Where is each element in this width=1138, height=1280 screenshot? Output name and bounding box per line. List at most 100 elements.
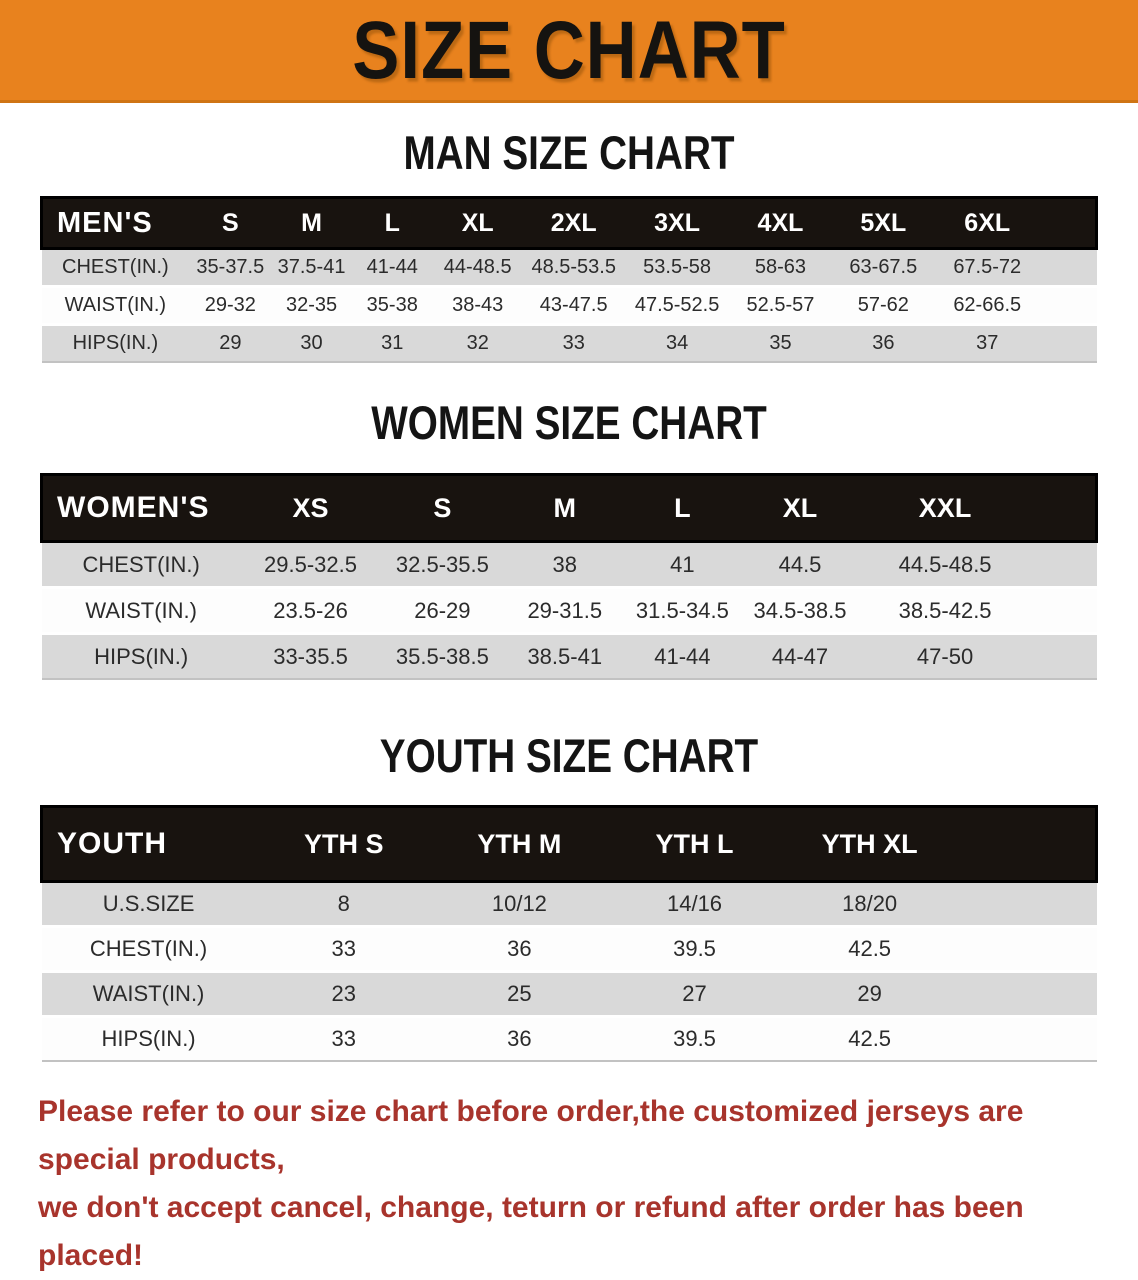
spacer-cell — [957, 880, 1097, 927]
cell: 44-47 — [739, 632, 861, 679]
cell: 18/20 — [782, 880, 958, 927]
men-col-header: 5XL — [831, 196, 936, 250]
youth-section-title: YOUTH SIZE CHART — [379, 728, 759, 783]
men-col-header: S — [189, 196, 272, 250]
cell: 25 — [431, 970, 607, 1017]
cell: 29.5-32.5 — [240, 540, 381, 588]
cell: 48.5-53.5 — [522, 247, 625, 287]
cell: 41-44 — [624, 632, 740, 679]
cell: 33 — [522, 323, 625, 362]
youth-col-header: YTH S — [255, 805, 432, 883]
cell: 38 — [504, 540, 625, 588]
men-col-header: 3XL — [624, 196, 730, 250]
cell: 8 — [255, 880, 432, 927]
table-row: CHEST(IN.) 33 36 39.5 42.5 — [41, 925, 1097, 972]
cell: 29 — [782, 970, 958, 1017]
cell: 53.5-58 — [624, 247, 730, 287]
youth-size-table: YOUTH YTH S YTH M YTH L YTH XL U.S.SIZE … — [39, 805, 1099, 1062]
row-label: CHEST(IN.) — [41, 540, 241, 588]
table-row: WAIST(IN.) 23 25 27 29 — [41, 970, 1097, 1017]
spacer-cell — [1029, 540, 1097, 588]
men-size-table: MEN'S S M L XL 2XL 3XL 4XL 5XL 6XL CHEST… — [40, 196, 1099, 363]
cell: 29 — [189, 323, 272, 362]
cell: 57-62 — [831, 285, 936, 325]
women-col-header: M — [504, 473, 625, 543]
youth-corner-label: YOUTH — [39, 805, 256, 883]
cell: 42.5 — [782, 1015, 958, 1061]
men-col-header: 2XL — [522, 196, 625, 250]
spacer-cell — [957, 1015, 1097, 1061]
cell: 37.5-41 — [271, 247, 352, 287]
men-col-header: 6XL — [935, 196, 1040, 250]
row-label: CHEST(IN.) — [41, 925, 256, 972]
cell: 41 — [624, 540, 740, 588]
cell: 23 — [255, 970, 432, 1017]
cell: 23.5-26 — [240, 586, 381, 634]
row-label: WAIST(IN.) — [41, 586, 241, 634]
cell: 42.5 — [782, 925, 958, 972]
spacer-cell — [1029, 586, 1097, 634]
disclaimer-line-2: we don't accept cancel, change, teturn o… — [38, 1191, 1024, 1272]
women-col-header: S — [380, 473, 505, 543]
spacer-cell — [957, 805, 1099, 883]
cell: 34 — [624, 323, 730, 362]
spacer-cell — [957, 925, 1097, 972]
cell: 32 — [432, 323, 523, 362]
women-col-header: XL — [739, 473, 861, 543]
cell: 26-29 — [380, 586, 505, 634]
cell: 67.5-72 — [935, 247, 1040, 287]
table-row: U.S.SIZE 8 10/12 14/16 18/20 — [41, 880, 1097, 927]
size-chart-banner: SIZE CHART — [0, 0, 1138, 103]
women-col-header: XXL — [860, 473, 1030, 543]
cell: 27 — [606, 970, 783, 1017]
men-col-header: M — [271, 196, 352, 250]
cell: 44-48.5 — [432, 247, 523, 287]
cell: 37 — [935, 323, 1040, 362]
row-label: WAIST(IN.) — [41, 285, 190, 325]
cell: 33-35.5 — [240, 632, 381, 679]
men-col-header: L — [351, 196, 433, 250]
cell: 39.5 — [606, 1015, 783, 1061]
spacer-cell — [1039, 323, 1097, 362]
men-col-header: 4XL — [729, 196, 832, 250]
row-label: HIPS(IN.) — [41, 1015, 256, 1061]
row-label: CHEST(IN.) — [41, 247, 190, 287]
cell: 35 — [729, 323, 832, 362]
men-header-row: MEN'S S M L XL 2XL 3XL 4XL 5XL 6XL — [40, 196, 1099, 250]
cell: 33 — [255, 925, 432, 972]
cell: 36 — [831, 323, 936, 362]
cell: 62-66.5 — [935, 285, 1040, 325]
men-section-title: MAN SIZE CHART — [403, 125, 735, 180]
cell: 33 — [255, 1015, 432, 1061]
spacer-cell — [1039, 196, 1099, 250]
cell: 36 — [431, 925, 607, 972]
spacer-cell — [1029, 473, 1098, 543]
table-row: HIPS(IN.) 33 36 39.5 42.5 — [41, 1015, 1097, 1061]
cell: 35-37.5 — [189, 247, 272, 287]
cell: 44.5-48.5 — [860, 540, 1030, 588]
cell: 35.5-38.5 — [380, 632, 505, 679]
row-label: HIPS(IN.) — [41, 323, 190, 362]
table-row: WAIST(IN.) 23.5-26 26-29 29-31.5 31.5-34… — [41, 586, 1097, 634]
table-row: WAIST(IN.) 29-32 32-35 35-38 38-43 43-47… — [41, 285, 1097, 325]
banner-title: SIZE CHART — [352, 4, 786, 96]
table-row: CHEST(IN.) 35-37.5 37.5-41 41-44 44-48.5… — [41, 247, 1097, 287]
youth-col-header: YTH XL — [782, 805, 958, 883]
women-corner-label: WOMEN'S — [39, 473, 241, 543]
cell: 32.5-35.5 — [380, 540, 505, 588]
spacer-cell — [1039, 285, 1097, 325]
row-label: HIPS(IN.) — [41, 632, 241, 679]
cell: 38.5-42.5 — [860, 586, 1030, 634]
cell: 34.5-38.5 — [739, 586, 861, 634]
cell: 43-47.5 — [522, 285, 625, 325]
cell: 10/12 — [431, 880, 607, 927]
cell: 31 — [351, 323, 433, 362]
youth-col-header: YTH M — [431, 805, 607, 883]
men-corner-label: MEN'S — [40, 196, 190, 250]
cell: 47.5-52.5 — [624, 285, 730, 325]
table-row: HIPS(IN.) 29 30 31 32 33 34 35 36 37 — [41, 323, 1097, 362]
cell: 29-31.5 — [504, 586, 625, 634]
table-row: CHEST(IN.) 29.5-32.5 32.5-35.5 38 41 44.… — [41, 540, 1097, 588]
cell: 47-50 — [860, 632, 1030, 679]
cell: 58-63 — [729, 247, 832, 287]
